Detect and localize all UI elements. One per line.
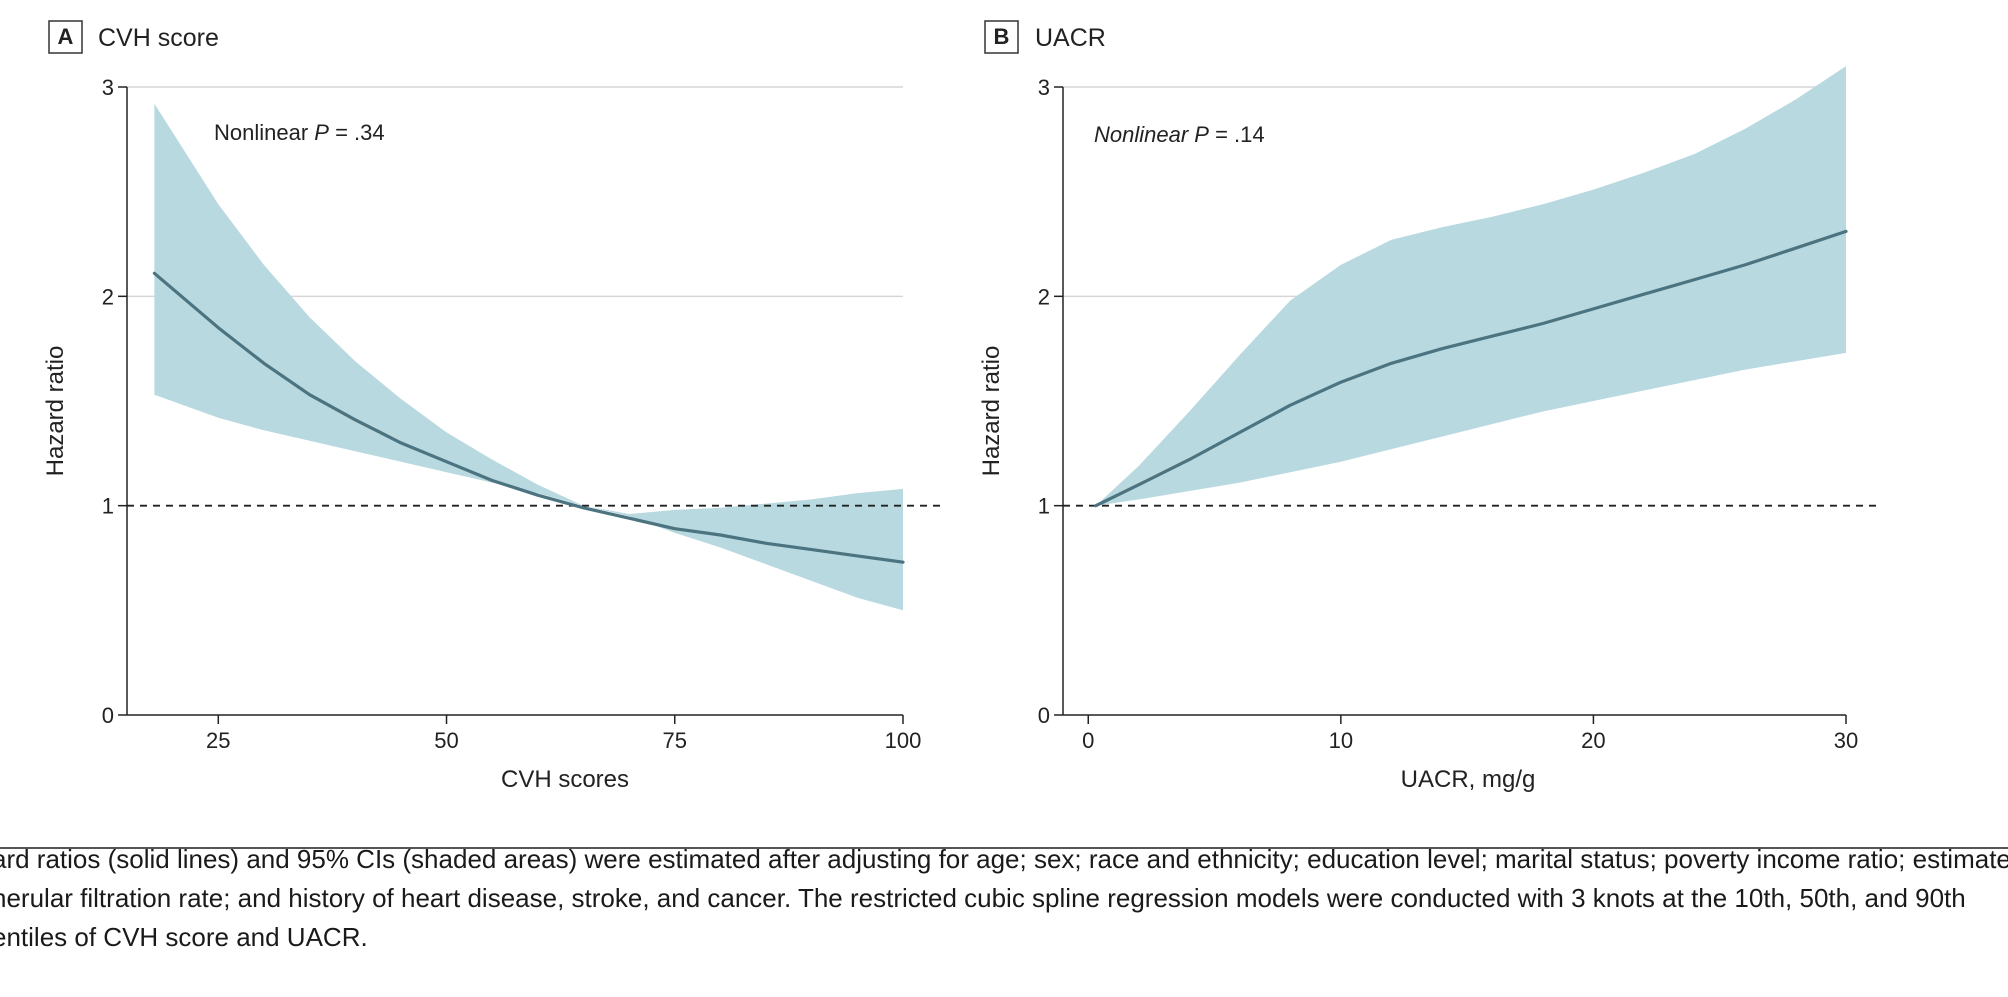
caption-line-1: ard ratios (solid lines) and 95% CIs (sh… xyxy=(0,844,2008,874)
panel-title: CVH score xyxy=(98,24,219,52)
caption-line-2: nerular filtration rate; and history of … xyxy=(0,883,1966,913)
x-tick-label: 30 xyxy=(1834,728,1858,753)
y-tick-label: 0 xyxy=(102,703,114,728)
y-tick-label: 2 xyxy=(1038,284,1050,309)
hazard-ratio-line xyxy=(1094,229,1848,508)
y-tick-label: 3 xyxy=(1038,75,1050,100)
y-tick-label: 2 xyxy=(102,284,114,309)
y-tick-label: 1 xyxy=(1038,494,1050,519)
x-tick-label: 100 xyxy=(885,728,922,753)
x-tick-label: 20 xyxy=(1581,728,1605,753)
panel-letter: A xyxy=(58,24,74,49)
caption-divider xyxy=(0,847,2008,849)
x-axis-label: UACR, mg/g xyxy=(1401,766,1536,793)
x-tick-label: 50 xyxy=(434,728,458,753)
hazard-ratio-line xyxy=(152,271,905,564)
x-tick-label: 0 xyxy=(1082,728,1094,753)
y-tick-label: 1 xyxy=(102,494,114,519)
y-tick-label: 0 xyxy=(1038,703,1050,728)
confidence-band xyxy=(1095,66,1846,506)
y-axis-label: Hazard ratio xyxy=(978,346,1005,477)
panel-title: UACR xyxy=(1035,24,1106,52)
panel-letter: B xyxy=(994,24,1010,49)
panel-letter-box xyxy=(984,20,1019,54)
x-tick-label: 75 xyxy=(663,728,687,753)
nonlinear-p-annotation: Nonlinear P = .34 xyxy=(214,120,385,145)
figure-caption: ard ratios (solid lines) and 95% CIs (sh… xyxy=(0,840,2008,957)
x-tick-label: 10 xyxy=(1329,728,1353,753)
y-tick-label: 3 xyxy=(102,75,114,100)
chart-panel-a: A CVH score 0 1 2 3 25 50 75 100 CVH scores Hazard … xyxy=(42,20,940,793)
panel-letter-box xyxy=(48,20,83,54)
y-axis-label: Hazard ratio xyxy=(42,346,69,477)
x-tick-label: 25 xyxy=(206,728,230,753)
nonlinear-p-annotation: Nonlinear P = .14 xyxy=(1094,122,1265,147)
caption-line-3: entiles of CVH score and UACR. xyxy=(0,922,368,952)
x-axis-label: CVH scores xyxy=(501,766,629,793)
confidence-band xyxy=(154,103,903,611)
